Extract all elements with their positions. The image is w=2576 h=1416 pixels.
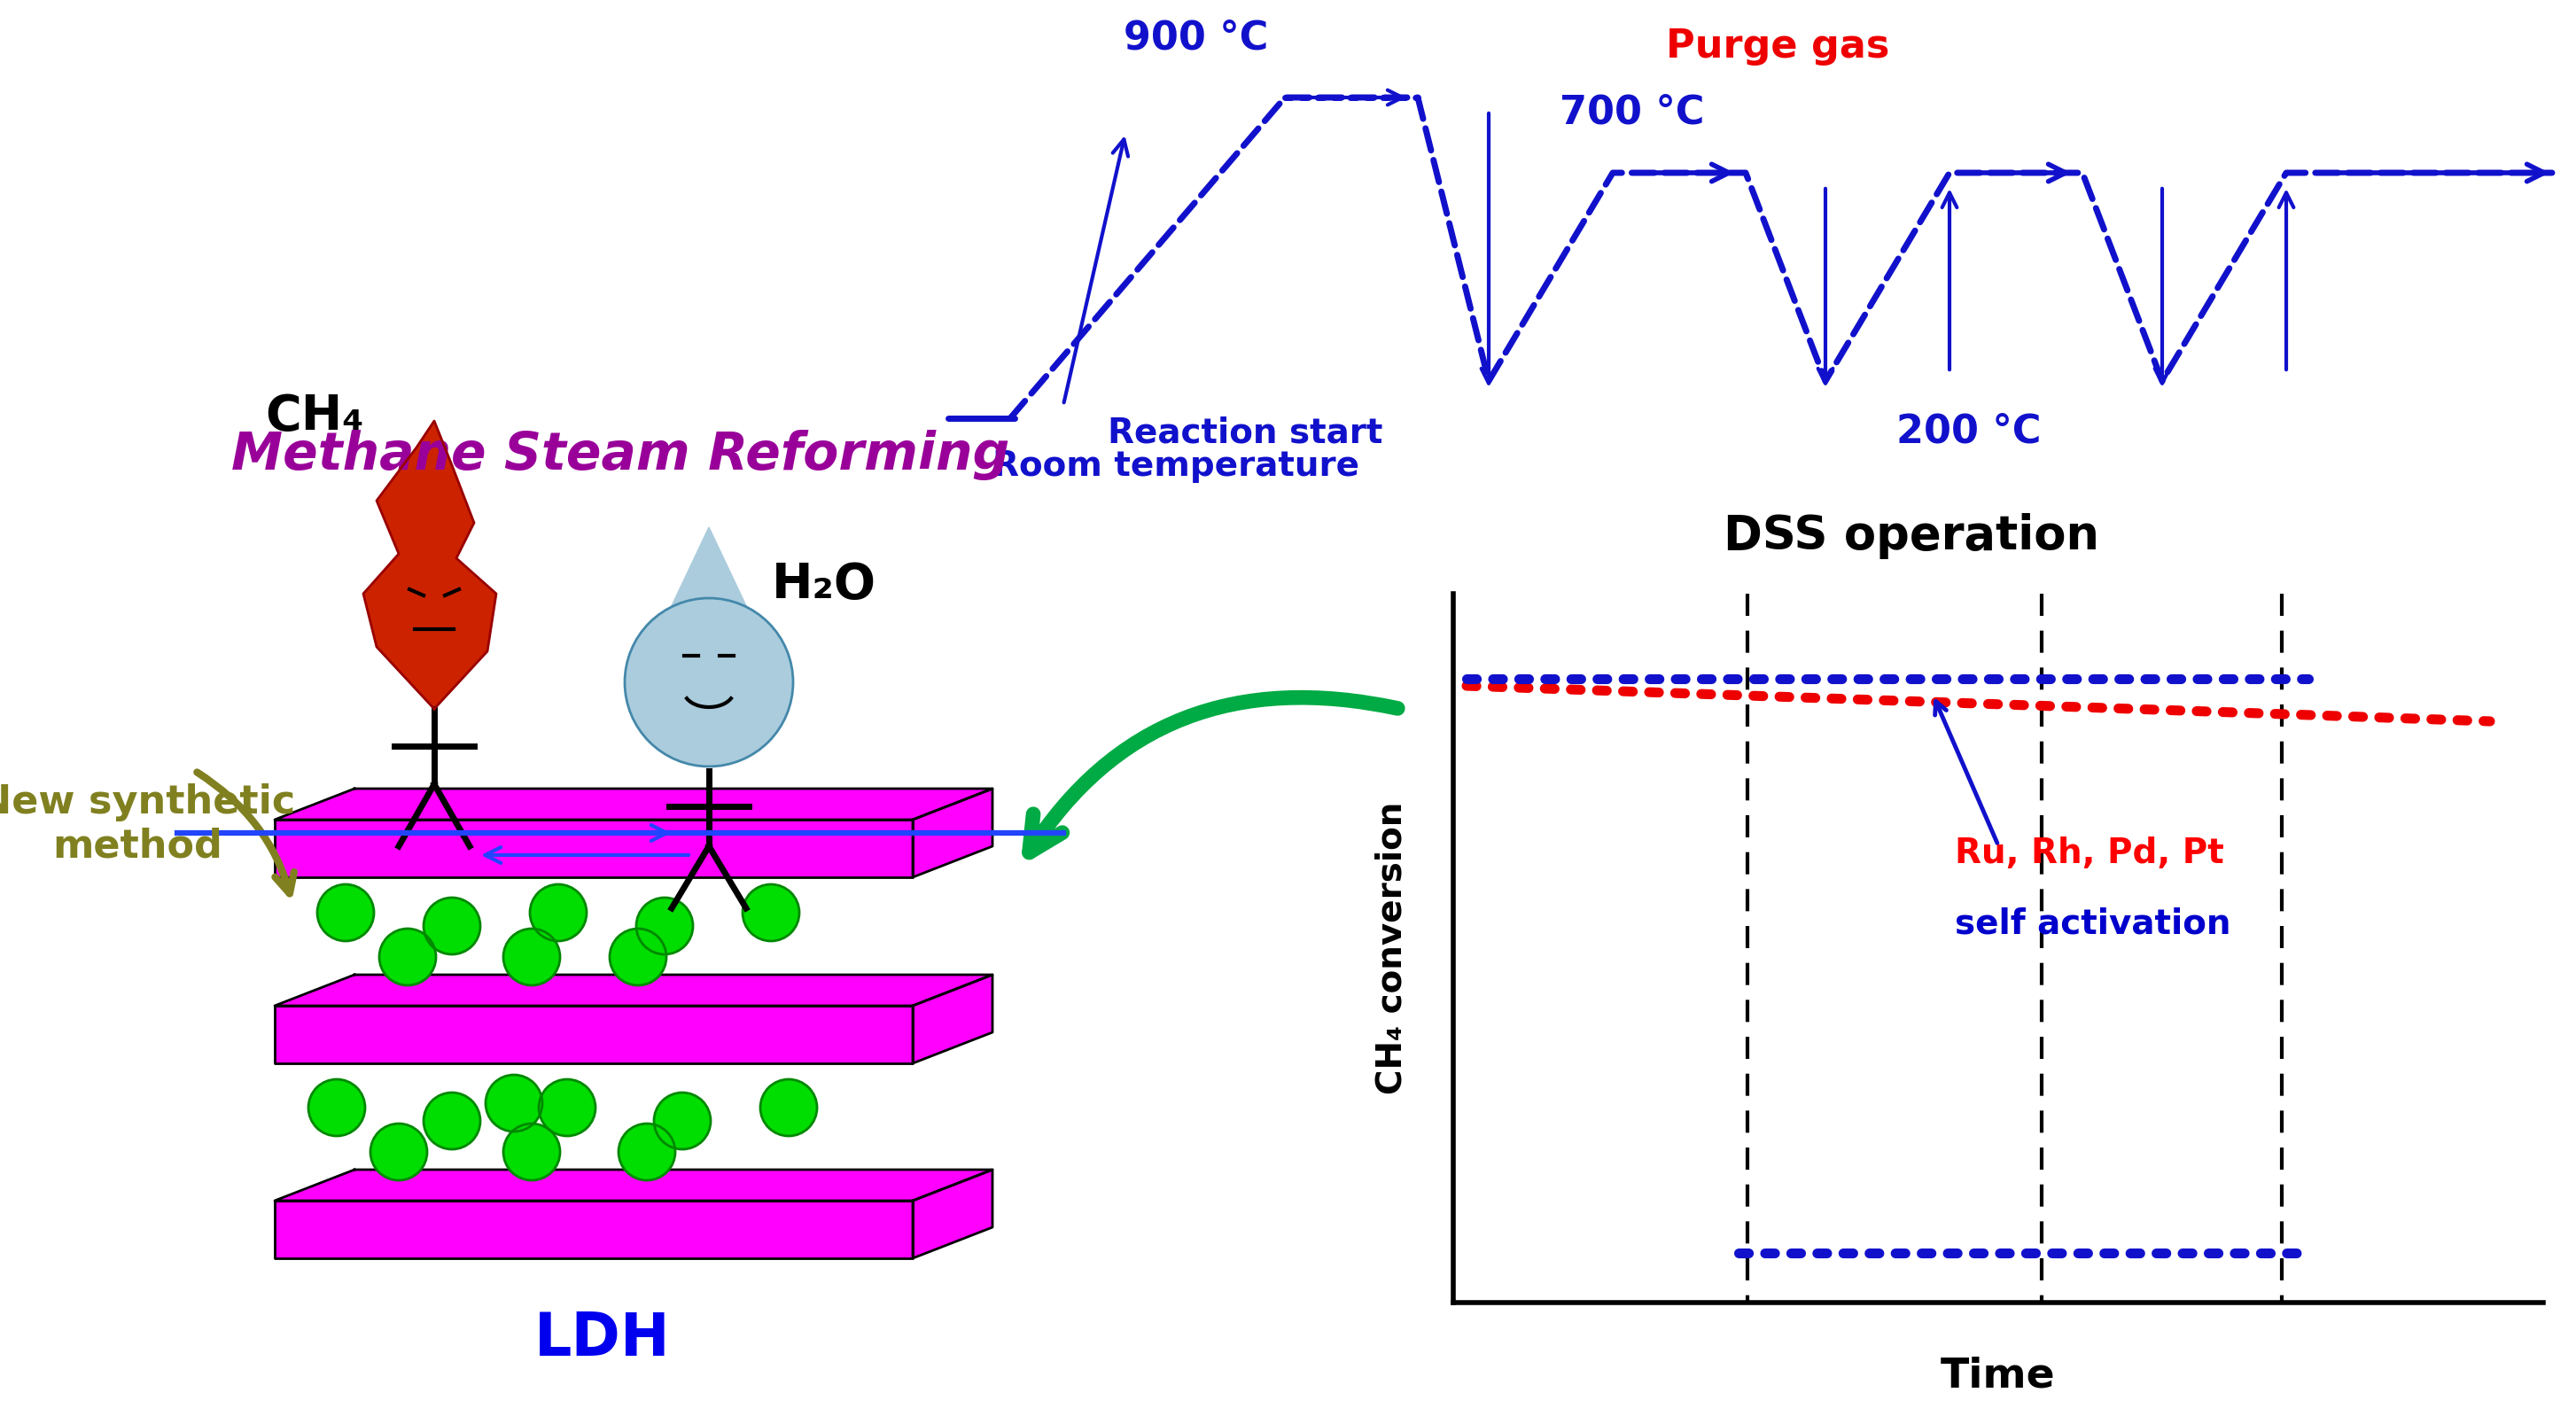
Text: CH₄ conversion: CH₄ conversion <box>1376 801 1409 1095</box>
Circle shape <box>654 1093 711 1150</box>
Text: Reaction start: Reaction start <box>1108 416 1383 450</box>
Text: 700 °C: 700 °C <box>1558 93 1705 132</box>
Text: 900 °C: 900 °C <box>1123 18 1267 57</box>
Text: Ru, Rh, Pd, Pt: Ru, Rh, Pd, Pt <box>1955 837 2223 871</box>
Polygon shape <box>912 974 992 1063</box>
Circle shape <box>317 885 374 942</box>
Text: self activation: self activation <box>1955 908 2231 942</box>
Circle shape <box>531 885 587 942</box>
Circle shape <box>487 1075 544 1131</box>
Polygon shape <box>276 1201 912 1259</box>
Text: LDH: LDH <box>533 1310 670 1368</box>
Text: Methane Steam Reforming: Methane Steam Reforming <box>232 430 1010 480</box>
Polygon shape <box>276 1170 992 1201</box>
Circle shape <box>422 898 479 954</box>
Text: Room temperature: Room temperature <box>992 449 1360 483</box>
Circle shape <box>371 1123 428 1181</box>
Circle shape <box>379 929 435 986</box>
Text: CH₄: CH₄ <box>265 392 363 440</box>
Circle shape <box>309 1079 366 1136</box>
Text: H₂O: H₂O <box>773 561 876 609</box>
Circle shape <box>618 1123 675 1181</box>
Polygon shape <box>363 421 497 709</box>
Circle shape <box>742 885 799 942</box>
Polygon shape <box>276 820 912 878</box>
Polygon shape <box>912 1170 992 1259</box>
Text: DSS operation: DSS operation <box>1723 513 2099 559</box>
Text: Time: Time <box>1940 1355 2056 1396</box>
Circle shape <box>502 929 559 986</box>
Circle shape <box>422 1093 479 1150</box>
Polygon shape <box>276 1005 912 1063</box>
Circle shape <box>626 598 793 766</box>
Circle shape <box>611 929 667 986</box>
Polygon shape <box>276 974 992 1005</box>
Circle shape <box>502 1123 559 1181</box>
Circle shape <box>538 1079 595 1136</box>
Polygon shape <box>670 527 750 612</box>
Text: Purge gas: Purge gas <box>1667 27 1891 65</box>
Polygon shape <box>276 789 992 820</box>
Circle shape <box>636 898 693 954</box>
Text: 200 °C: 200 °C <box>1896 413 2040 452</box>
Circle shape <box>760 1079 817 1136</box>
Text: New synthetic
method: New synthetic method <box>0 783 296 865</box>
Polygon shape <box>912 789 992 878</box>
